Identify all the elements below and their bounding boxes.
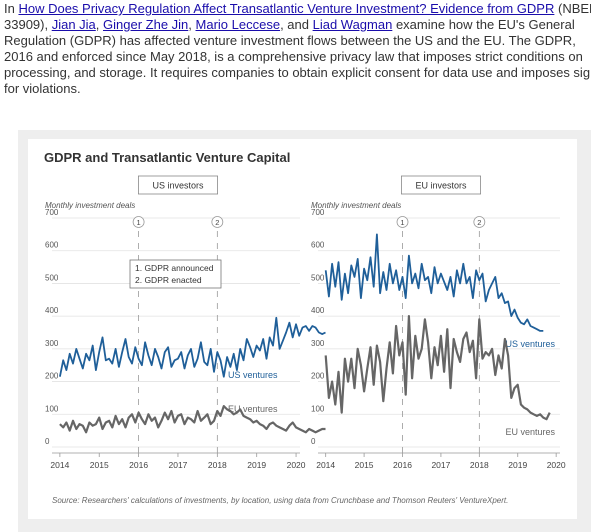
- panel-title: US investors: [152, 181, 204, 191]
- series-line: [324, 315, 551, 421]
- y-tick-label: 300: [311, 339, 325, 348]
- x-tick-label: 2018: [470, 460, 489, 470]
- intro-paragraph: In How Does Privacy Regulation Affect Tr…: [4, 1, 591, 101]
- y-tick-label: 400: [45, 306, 59, 315]
- y-tick-label: 100: [45, 404, 59, 413]
- author-separator: ,: [95, 17, 104, 32]
- y-tick-label: 400: [311, 306, 325, 315]
- x-tick-label: 2016: [393, 460, 412, 470]
- y-tick-label: 600: [311, 241, 325, 250]
- series-line: [324, 233, 544, 332]
- intro-line-1: In How Does Privacy Regulation Affect Tr…: [4, 1, 591, 17]
- series-line: [59, 405, 326, 434]
- y-axis-label: Monthly investment deals: [311, 201, 401, 210]
- panel-title: EU investors: [415, 181, 467, 191]
- y-tick-label: 300: [45, 339, 59, 348]
- y-tick-label: 200: [45, 372, 59, 381]
- y-tick-label: 100: [311, 404, 325, 413]
- x-tick-label: 2020: [547, 460, 566, 470]
- intro-prefix: In: [4, 1, 19, 16]
- x-tick-label: 2020: [287, 460, 306, 470]
- event-marker-circle: [473, 216, 486, 228]
- author-link-jin[interactable]: Ginger Zhe Jin: [103, 17, 189, 32]
- article-link[interactable]: How Does Privacy Regulation Affect Trans…: [18, 1, 555, 16]
- nber-prefix: (NBER: [557, 1, 591, 16]
- y-tick-label: 200: [311, 372, 325, 381]
- series-label: US ventures: [505, 339, 555, 349]
- series-label: EU ventures: [505, 427, 555, 437]
- y-tick-label: 500: [45, 273, 59, 282]
- chart-source: Source: Researchers' calculations of inv…: [52, 496, 508, 505]
- y-tick-label: 0: [311, 437, 316, 446]
- event-marker-circle: [132, 216, 145, 228]
- intro-line-5: processing, and storage. It requires com…: [4, 65, 591, 80]
- panel-eu-investors: EU investors Monthly investment deals 0 100…: [311, 175, 566, 470]
- y-tick-label: 700: [45, 208, 59, 217]
- series-label: US ventures: [228, 370, 278, 380]
- event-marker-number: 1: [137, 218, 141, 227]
- author-separator: , and: [280, 17, 313, 32]
- series-label: EU ventures: [228, 404, 278, 414]
- x-tick-label: 2018: [208, 460, 227, 470]
- legend-line-announced: 1. GDPR announced: [135, 263, 214, 273]
- y-axis-label: Monthly investment deals: [45, 201, 135, 210]
- event-legend: 1. GDPR announced 2. GDPR enacted: [129, 259, 222, 289]
- event-marker-number: 1: [400, 218, 404, 227]
- author-link-jia[interactable]: Jian Jia: [51, 17, 96, 32]
- y-tick-label: 600: [45, 241, 59, 250]
- intro-line-3: Regulation (GDPR) has affected venture i…: [4, 33, 576, 48]
- x-tick-label: 2015: [90, 460, 109, 470]
- x-tick-label: 2019: [508, 460, 527, 470]
- author-link-wagman[interactable]: Liad Wagman: [312, 17, 393, 32]
- author-link-leccese[interactable]: Mario Leccese: [195, 17, 281, 32]
- x-tick-label: 2017: [431, 460, 450, 470]
- event-marker-number: 2: [477, 218, 481, 227]
- event-legend-box: [129, 259, 222, 289]
- author-separator: ,: [188, 17, 196, 32]
- x-tick-label: 2016: [129, 460, 148, 470]
- event-marker-number: 2: [215, 218, 219, 227]
- panel-us-investors: US investors Monthly investment deals 0 100…: [45, 175, 326, 470]
- x-tick-label: 2014: [316, 460, 335, 470]
- x-tick-label: 2015: [355, 460, 374, 470]
- y-tick-label: 700: [311, 208, 325, 217]
- x-tick-label: 2017: [169, 460, 188, 470]
- x-tick-label: 2019: [247, 460, 266, 470]
- legend-line-enacted: 2. GDPR enacted: [135, 275, 202, 285]
- series-line: [59, 316, 326, 378]
- intro-text: examine how the EU's General: [392, 17, 575, 32]
- event-marker-circle: [396, 216, 409, 228]
- wp-number: 33909),: [4, 17, 52, 32]
- intro-line-2: 33909), Jian Jia, Ginger Zhe Jin, Mario …: [4, 17, 591, 33]
- y-tick-label: 0: [45, 437, 50, 446]
- y-tick-label: 500: [311, 273, 325, 282]
- x-tick-label: 2014: [50, 460, 69, 470]
- panel-title-box: [400, 175, 481, 195]
- intro-line-4: 2016 and enforced since May 2018, is a c…: [4, 49, 583, 64]
- chart-title: GDPR and Transatlantic Venture Capital: [44, 150, 290, 165]
- event-marker-circle: [211, 216, 224, 228]
- intro-line-6: for violations.: [4, 81, 81, 96]
- panel-title-box: [137, 175, 218, 195]
